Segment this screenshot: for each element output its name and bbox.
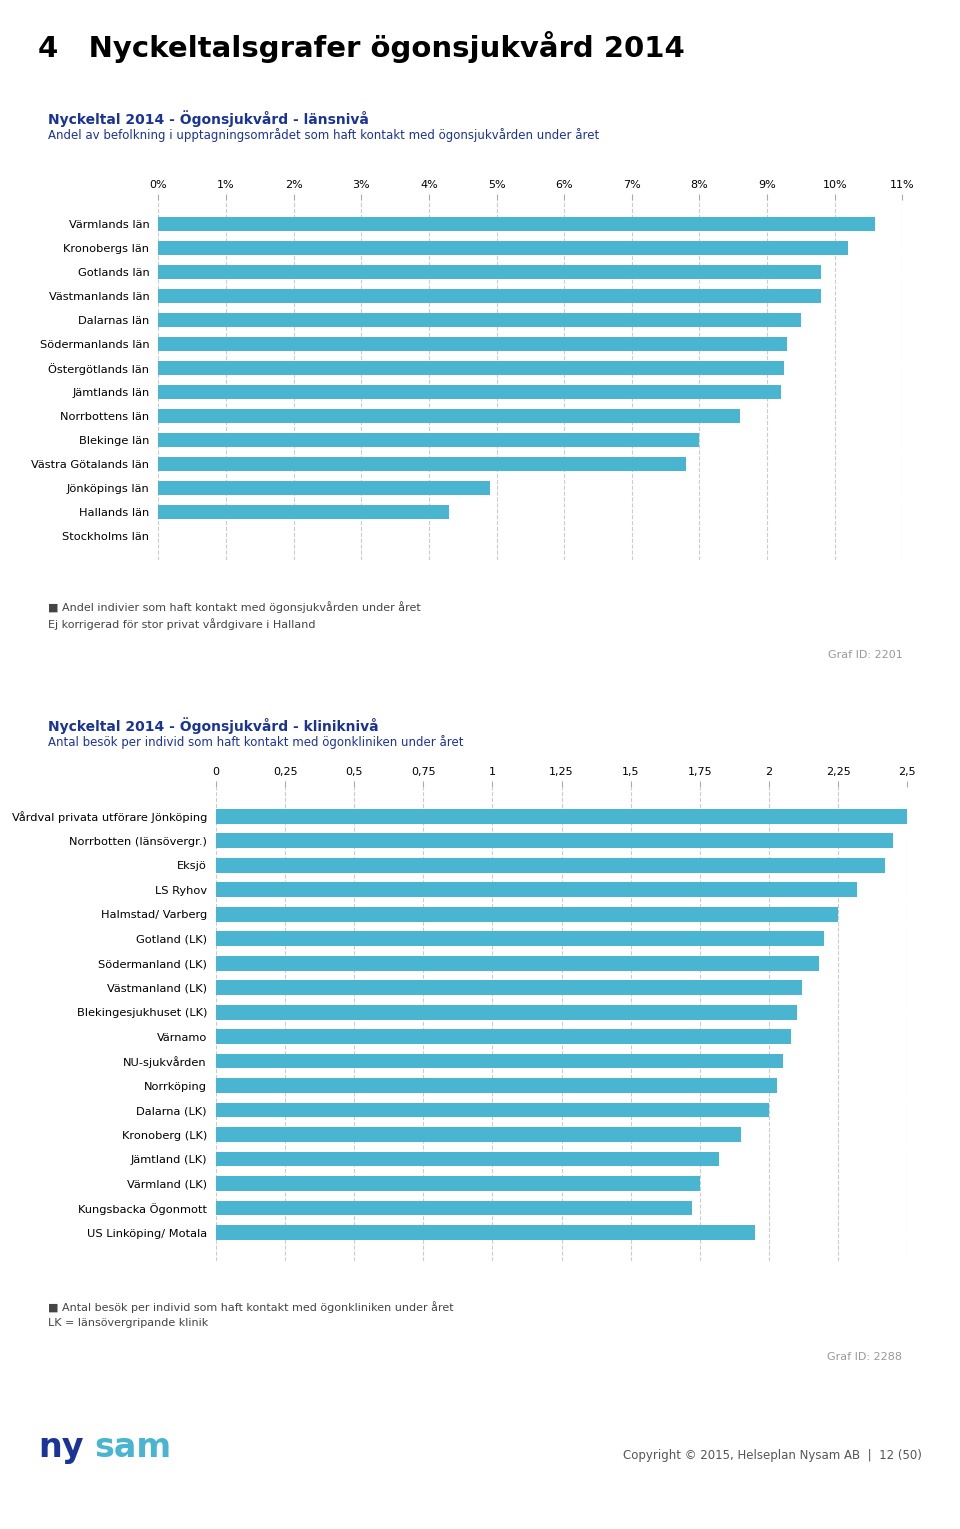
- Bar: [216, 907, 838, 922]
- Text: Nyckeltal 2014 - Ögonsjukvård - länsnivå: Nyckeltal 2014 - Ögonsjukvård - länsnivå: [48, 110, 369, 127]
- Bar: [158, 433, 700, 446]
- Bar: [216, 1200, 691, 1216]
- Bar: [216, 833, 894, 849]
- Bar: [158, 408, 740, 424]
- Text: Graf ID: 2201: Graf ID: 2201: [828, 650, 902, 661]
- Bar: [216, 931, 825, 946]
- Bar: [216, 1102, 769, 1118]
- Text: ny: ny: [38, 1431, 84, 1465]
- Text: Copyright © 2015, Helseplan Nysam AB  |  12 (50): Copyright © 2015, Helseplan Nysam AB | 1…: [623, 1449, 922, 1463]
- Text: Nyckeltal 2014 - Ögonsjukvård - kliniknivå: Nyckeltal 2014 - Ögonsjukvård - klinikni…: [48, 717, 378, 734]
- Bar: [158, 265, 821, 280]
- Text: Graf ID: 2288: Graf ID: 2288: [828, 1352, 902, 1362]
- Bar: [216, 1005, 797, 1020]
- Bar: [158, 457, 686, 471]
- Text: 4   Nyckeltalsgrafer ögonsjukvård 2014: 4 Nyckeltalsgrafer ögonsjukvård 2014: [38, 31, 685, 63]
- Text: ■ Antal besök per individ som haft kontakt med ögonkliniken under året: ■ Antal besök per individ som haft konta…: [48, 1301, 454, 1313]
- Bar: [216, 1225, 756, 1240]
- Text: sam: sam: [94, 1431, 171, 1465]
- Bar: [158, 505, 449, 520]
- Bar: [216, 1053, 782, 1069]
- Bar: [216, 956, 819, 971]
- Text: LK = länsövergripande klinik: LK = länsövergripande klinik: [48, 1318, 208, 1329]
- Bar: [158, 385, 780, 399]
- Bar: [158, 217, 876, 231]
- Text: Andel av befolkning i upptagningsområdet som haft kontakt med ögonsjukvården und: Andel av befolkning i upptagningsområdet…: [48, 128, 599, 142]
- Bar: [216, 980, 803, 995]
- Bar: [216, 1127, 741, 1142]
- Bar: [216, 1176, 700, 1191]
- Bar: [158, 336, 787, 352]
- Bar: [216, 1029, 791, 1044]
- Bar: [158, 289, 821, 303]
- Bar: [216, 1151, 719, 1167]
- Bar: [158, 240, 849, 255]
- Bar: [216, 882, 857, 898]
- Bar: [216, 809, 921, 824]
- Bar: [158, 313, 801, 327]
- Bar: [216, 858, 885, 873]
- Bar: [158, 480, 490, 495]
- Bar: [158, 361, 784, 375]
- Text: Ej korrigerad för stor privat vårdgivare i Halland: Ej korrigerad för stor privat vårdgivare…: [48, 618, 316, 630]
- Text: ■ Andel indivier som haft kontakt med ögonsjukvården under året: ■ Andel indivier som haft kontakt med ög…: [48, 601, 420, 613]
- Text: Antal besök per individ som haft kontakt med ögonkliniken under året: Antal besök per individ som haft kontakt…: [48, 735, 464, 749]
- Bar: [216, 1078, 778, 1093]
